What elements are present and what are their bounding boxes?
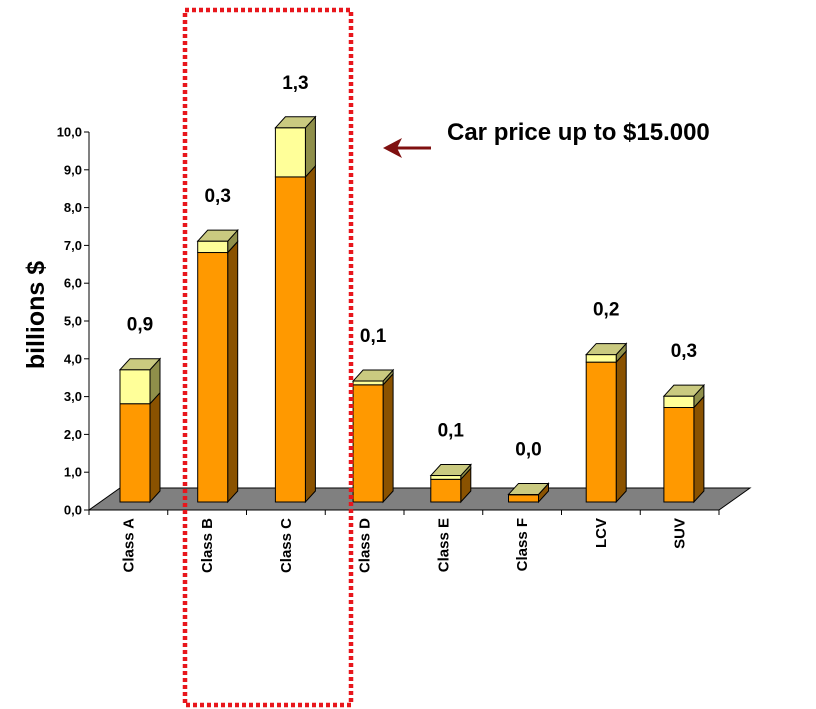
data-label: 0,2 xyxy=(593,300,619,321)
data-label: 0,3 xyxy=(671,341,697,362)
bar-segment xyxy=(430,478,462,503)
y-tick-label: 5,0 xyxy=(64,314,82,329)
y-tick-label: 4,0 xyxy=(64,351,82,366)
bar-segment xyxy=(352,380,384,386)
bar-top xyxy=(429,464,472,477)
bar-side xyxy=(227,240,239,504)
bar-segment xyxy=(274,176,306,503)
bar-stack xyxy=(429,463,472,504)
y-tick-label: 7,0 xyxy=(64,238,82,253)
data-label: 0,3 xyxy=(204,186,230,207)
y-tick-label: 2,0 xyxy=(64,427,82,442)
bar-side xyxy=(693,395,705,504)
bar-segment xyxy=(197,240,229,254)
bar-side xyxy=(304,164,316,504)
bar-segment xyxy=(663,407,695,503)
bar-segment xyxy=(663,395,695,409)
bar-stack xyxy=(507,482,550,504)
bar-segment xyxy=(197,252,229,503)
bar-segment xyxy=(585,361,617,503)
data-label: 0,1 xyxy=(438,421,465,442)
y-tick-label: 10,0 xyxy=(57,125,82,140)
bar-stack xyxy=(585,342,628,504)
category-label: LCV xyxy=(593,518,610,548)
category-label: Class F xyxy=(514,518,531,571)
y-axis-title: billions $ xyxy=(22,261,50,369)
y-tick-label: 1,0 xyxy=(64,465,82,480)
data-label: 0,9 xyxy=(127,315,153,336)
data-label: 0,0 xyxy=(515,439,541,460)
category-label: SUV xyxy=(672,518,689,549)
category-label: Class B xyxy=(199,518,216,573)
category-label: Class E xyxy=(435,518,452,572)
y-tick-label: 6,0 xyxy=(64,276,82,291)
bar-segment xyxy=(274,127,306,178)
bar-stack xyxy=(662,383,706,504)
bar-top xyxy=(118,358,162,371)
highlight-box xyxy=(182,7,354,708)
bar-segment xyxy=(585,354,617,363)
category-label: Class C xyxy=(278,518,295,573)
annotation-arrow xyxy=(383,138,431,158)
y-tick-label: 3,0 xyxy=(64,389,82,404)
bar-top xyxy=(585,343,628,356)
bar-segment xyxy=(119,369,151,405)
annotation-arrow-head xyxy=(383,138,402,158)
bar-segment xyxy=(352,384,384,503)
category-label: Class A xyxy=(120,518,137,573)
y-tick-label: 0,0 xyxy=(64,503,82,518)
y-tick-label: 9,0 xyxy=(64,162,82,177)
bar-top xyxy=(662,384,706,397)
chart-floor xyxy=(87,487,752,511)
bar-stack xyxy=(118,357,162,504)
y-tick-label: 8,0 xyxy=(64,200,82,215)
bar-top xyxy=(507,482,550,495)
bar-stack xyxy=(274,115,317,504)
bar-top xyxy=(274,116,317,129)
bar-segment xyxy=(508,493,539,503)
bar-side xyxy=(382,372,394,504)
bar-stack xyxy=(196,228,239,504)
bar-segment xyxy=(430,475,462,480)
bar-side xyxy=(149,391,161,504)
bar-side xyxy=(615,349,627,504)
annotation-text: Car price up to $15.000 xyxy=(447,119,710,146)
data-label: 1,3 xyxy=(282,73,308,94)
category-label: Class D xyxy=(357,518,374,573)
bar-top xyxy=(351,369,395,382)
bar-segment xyxy=(119,403,151,503)
bar-top xyxy=(196,229,239,242)
data-label: 0,1 xyxy=(360,326,387,347)
bar-stack xyxy=(351,368,395,504)
